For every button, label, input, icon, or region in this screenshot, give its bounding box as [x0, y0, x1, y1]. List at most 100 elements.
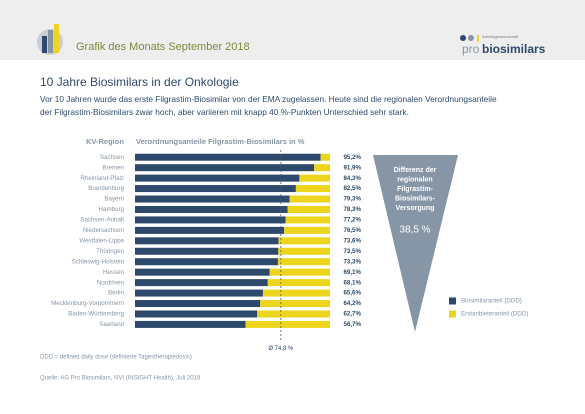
category-label: Niedersachsen	[83, 227, 125, 234]
bar-segment	[135, 164, 315, 172]
callout-text: Filgrastim-	[397, 186, 433, 193]
value-label: 77,2%	[343, 217, 361, 224]
category-label: Hessen	[103, 269, 125, 276]
legend-label: Erstanbieteranteil (DDD)	[461, 311, 528, 318]
header-title: Grafik des Monats September 2018	[76, 41, 250, 53]
value-label: 82,5%	[343, 185, 361, 192]
category-label: Saarland	[99, 321, 124, 328]
category-label: Sachsen	[100, 154, 125, 161]
logo-dot	[468, 35, 474, 41]
footnote: DDD = defined daily dose (definierte Tag…	[40, 355, 192, 361]
callout-triangle	[373, 155, 458, 332]
bar-segment	[135, 289, 263, 297]
category-label: Rheinland-Pfalz	[80, 175, 124, 182]
bar-segment	[135, 258, 278, 266]
category-header: KV-Region	[86, 137, 124, 146]
intro-line: der Filgrastim-Biosimilars zwar hoch, ab…	[40, 107, 409, 117]
bar-segment	[257, 310, 330, 318]
category-label: Berlin	[108, 290, 124, 297]
value-label: 62,7%	[343, 311, 361, 318]
logo-small: Arbeitsgemeinschaft	[482, 34, 519, 39]
value-label: 78,3%	[343, 206, 361, 213]
value-label: 76,5%	[343, 227, 361, 234]
category-label: Baden-Württemberg	[68, 311, 124, 318]
callout-text: Biosimilars-	[395, 195, 436, 202]
callout-value: 38,5 %	[399, 225, 430, 236]
value-label: 65,6%	[343, 290, 361, 297]
category-label: Bayern	[104, 196, 124, 203]
value-label: 91,9%	[343, 164, 361, 171]
value-label: 95,2%	[343, 154, 361, 161]
bar-segment	[267, 279, 330, 287]
header-band	[0, 0, 585, 60]
category-label: Thüringen	[96, 248, 124, 255]
logo-dot	[477, 35, 479, 42]
category-label: Bremen	[102, 164, 124, 171]
category-label: Brandenburg	[88, 185, 124, 192]
bar-segment	[284, 226, 330, 234]
bar-segment	[262, 289, 330, 297]
value-label: 64,2%	[343, 300, 361, 307]
bar-segment	[287, 205, 330, 213]
value-label: 84,3%	[343, 175, 361, 182]
bar-segment	[135, 268, 270, 276]
value-label: 73,5%	[343, 248, 361, 255]
value-label: 73,3%	[343, 258, 361, 265]
icon-bar	[48, 30, 53, 53]
bar-segment	[135, 216, 286, 224]
value-label: 79,3%	[343, 196, 361, 203]
bar-segment	[295, 185, 330, 193]
value-label: 69,1%	[343, 269, 361, 276]
legend-swatch	[449, 310, 456, 318]
bar-segment	[245, 320, 330, 328]
bar-segment	[289, 195, 330, 203]
callout-text: regionalen	[397, 176, 432, 183]
bar-segment	[135, 310, 258, 318]
callout-text: Versorgung	[396, 205, 435, 212]
icon-bar	[42, 36, 47, 53]
callout-text: Differenz der	[394, 167, 437, 174]
category-label: Westfalen-Lippe	[79, 237, 124, 244]
logo-name: biosimilars	[482, 42, 546, 56]
bar-segment	[277, 258, 330, 266]
source: Quelle: AG Pro Biosimilars, NVI (INSIGHT…	[40, 376, 201, 382]
bar-segment	[135, 195, 290, 203]
bar-segment	[278, 237, 330, 245]
value-header: Verordnungsanteile Filgrastim-Biosimilar…	[136, 137, 305, 146]
bar-segment	[135, 279, 268, 287]
category-label: Mecklenburg-Vorpommern	[51, 300, 124, 307]
bar-segment	[269, 268, 330, 276]
category-label: Hamburg	[99, 206, 125, 213]
bar-segment	[314, 164, 330, 172]
header-icon	[37, 24, 63, 55]
legend-label: Biosimilaranteil (DDD)	[461, 298, 522, 305]
bar-segment	[260, 300, 330, 308]
value-label: 56,7%	[343, 321, 361, 328]
average-label: Ø 74,8 %	[268, 346, 294, 352]
headline: 10 Jahre Biosimilars in der Onkologie	[40, 75, 239, 89]
bar-segment	[135, 205, 288, 213]
logo-pro: pro	[462, 42, 480, 56]
bar-segment	[135, 174, 300, 182]
category-label: Sachsen-Anhalt	[80, 217, 124, 224]
category-label: Nordrhein	[97, 279, 125, 286]
bar-segment	[278, 247, 330, 255]
bar-segment	[135, 247, 279, 255]
bar-segment	[135, 153, 321, 161]
bar-segment	[285, 216, 330, 224]
bar-segment	[135, 226, 285, 234]
value-label: 68,1%	[343, 279, 361, 286]
bar-segment	[299, 174, 330, 182]
bar-segment	[135, 320, 246, 328]
bar-segment	[135, 185, 296, 193]
logo: Arbeitsgemeinschaft pro biosimilars	[460, 34, 546, 56]
bar-segment	[135, 300, 261, 308]
value-label: 73,6%	[343, 237, 361, 244]
category-label: Schleswig-Holstein	[72, 258, 125, 265]
logo-dot	[460, 35, 466, 41]
icon-bar	[54, 24, 59, 53]
bar-segment	[320, 153, 330, 161]
legend-swatch	[449, 297, 456, 305]
bar-segment	[135, 237, 279, 245]
